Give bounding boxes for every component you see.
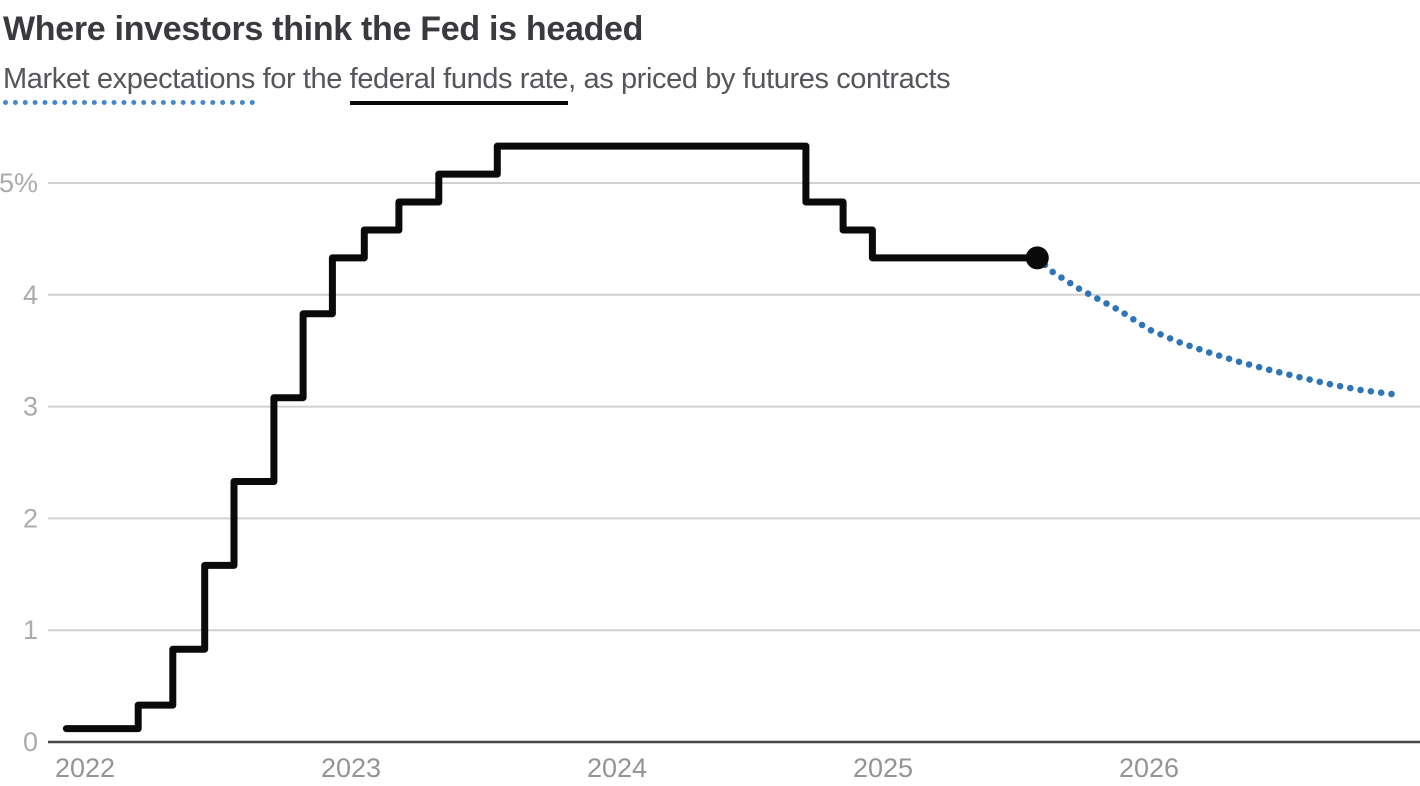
subtitle-trailing-text: , as priced by futures contracts xyxy=(568,63,951,95)
chart-title: Where investors think the Fed is headed xyxy=(3,10,644,48)
market-implied-projection-line xyxy=(1034,254,1397,398)
chart-header: Where investors think the Fed is headed … xyxy=(3,10,951,105)
x-tick-label: 2024 xyxy=(587,753,647,783)
subtitle-connector-text: for the xyxy=(254,63,350,95)
y-tick-label: 1 xyxy=(23,615,38,645)
y-tick-label: 2 xyxy=(23,503,38,533)
y-tick-label: 4 xyxy=(23,280,38,310)
x-tick-label: 2023 xyxy=(321,753,381,783)
x-tick-label: 2026 xyxy=(1119,753,1179,783)
y-tick-label: 5% xyxy=(0,168,38,198)
x-tick-label: 2025 xyxy=(853,753,913,783)
subtitle-federal-funds-rate: federal funds rate xyxy=(349,63,569,105)
x-tick-label: 2022 xyxy=(55,753,115,783)
subtitle-market-expectations: Market expectations xyxy=(3,63,255,105)
y-tick-label: 3 xyxy=(23,392,38,422)
federal-funds-rate-history-line xyxy=(62,142,1041,733)
current-rate-dot xyxy=(1025,246,1049,270)
y-tick-label: 0 xyxy=(23,727,38,757)
chart-subtitle: Market expectations for the federal fund… xyxy=(3,63,951,105)
